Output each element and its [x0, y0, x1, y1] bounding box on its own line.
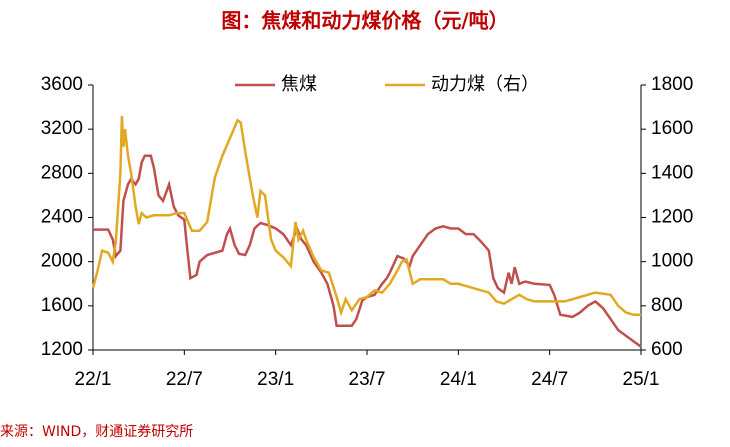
y-tick-label: 3200 [41, 118, 83, 139]
chart-title: 图：焦煤和动力煤价格（元/吨） [221, 9, 508, 33]
y-tick-label: 3600 [41, 74, 83, 95]
y2-tick-label: 600 [651, 339, 683, 360]
y-tick-label: 2800 [41, 162, 83, 183]
y-tick-label: 1600 [41, 295, 83, 316]
line-series [91, 115, 641, 317]
y2-tick-label: 1000 [651, 251, 693, 272]
y-tick-label: 2000 [41, 251, 83, 272]
y2-tick-label: 1200 [651, 207, 693, 228]
y2-tick-label: 1400 [651, 162, 693, 183]
y-tick-label: 1200 [41, 339, 83, 360]
x-tick-label: 22/7 [166, 369, 203, 390]
line-series [93, 154, 642, 348]
y2-tick-label: 1800 [651, 74, 693, 95]
x-tick-label: 23/7 [349, 369, 386, 390]
x-tick-label: 24/7 [531, 369, 568, 390]
x-tick-label: 23/1 [257, 369, 294, 390]
legend-label: 动力煤（右） [431, 74, 539, 95]
x-tick-label: 22/1 [75, 369, 112, 390]
source: 来源：WIND，财通证券研究所 [0, 424, 193, 440]
x-tick-label: 24/1 [440, 369, 477, 390]
legend-label: 焦煤 [281, 74, 317, 95]
y-tick-label: 2400 [41, 207, 83, 228]
y2-tick-label: 1600 [651, 118, 693, 139]
y2-tick-label: 800 [651, 295, 683, 316]
x-tick-label: 25/1 [623, 369, 660, 390]
